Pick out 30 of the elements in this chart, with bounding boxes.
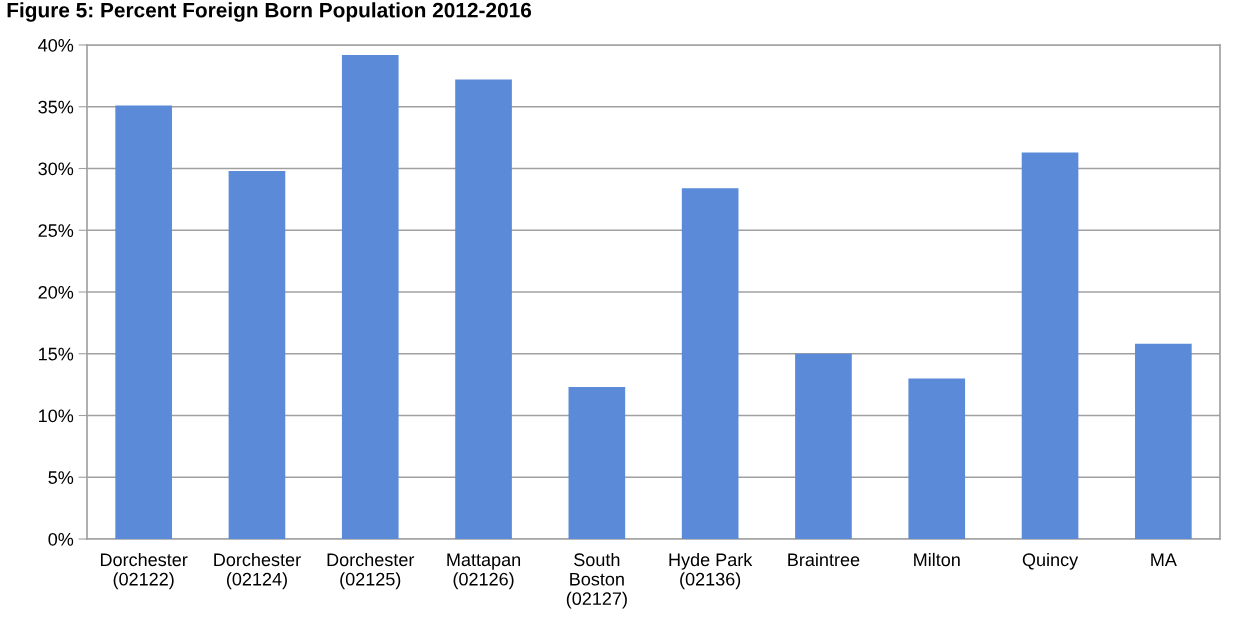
x-tick-label: Hyde Park (02136): [669, 552, 753, 590]
x-tick-label: Braintree: [788, 552, 860, 567]
y-tick-label: 10%: [39, 409, 74, 423]
y-tick-label: 0%: [48, 532, 74, 546]
bar: [115, 105, 172, 539]
bar: [455, 79, 512, 539]
bar: [341, 54, 399, 539]
bar: [795, 353, 852, 539]
x-tick-label: Dorchester (02125): [327, 552, 415, 590]
y-tick-label: 25%: [38, 224, 74, 237]
chart-title: Figure 5: Percent Foreign Born Population 2012-2016: [7, 2, 532, 22]
bar: [1135, 343, 1192, 539]
bar: [681, 188, 739, 539]
x-tick-label: South Boston (02127): [566, 552, 627, 609]
x-tick-label: Dorchester (02122): [100, 552, 188, 590]
x-tick-label: Dorchester (02124): [214, 552, 301, 590]
x-tick-label: MA: [1151, 553, 1177, 566]
bar: [1021, 152, 1079, 539]
x-tick-label: Quincy: [1022, 552, 1079, 570]
bar: [908, 378, 966, 539]
y-tick-label: 40%: [38, 38, 74, 52]
y-tick-label: 35%: [38, 100, 74, 114]
x-tick-label: Mattapan (02126): [447, 553, 521, 590]
y-tick-label: 15%: [39, 347, 74, 361]
y-tick-label: 5%: [48, 471, 74, 484]
bar: [228, 170, 286, 539]
y-tick-label: 20%: [38, 285, 74, 299]
x-tick-label: Milton: [914, 552, 960, 567]
bar: [568, 387, 626, 539]
y-tick-label: 30%: [38, 162, 74, 176]
